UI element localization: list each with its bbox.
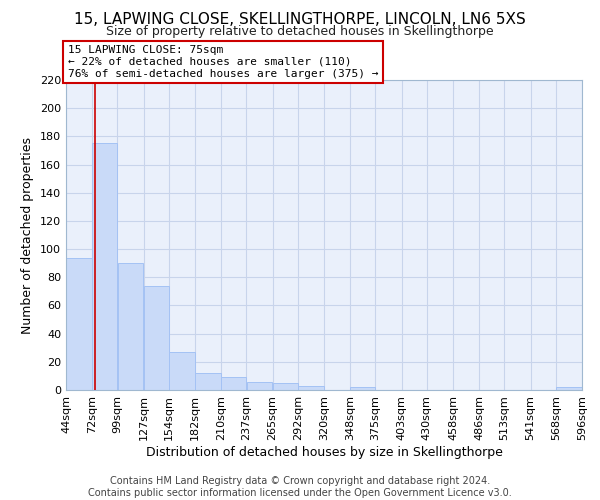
Text: 15, LAPWING CLOSE, SKELLINGTHORPE, LINCOLN, LN6 5XS: 15, LAPWING CLOSE, SKELLINGTHORPE, LINCO… [74, 12, 526, 28]
Bar [92, 144, 117, 390]
Text: 15 LAPWING CLOSE: 75sqm
← 22% of detached houses are smaller (110)
76% of semi-d: 15 LAPWING CLOSE: 75sqm ← 22% of detache… [68, 46, 379, 78]
Bar [144, 286, 169, 390]
Y-axis label: Number of detached properties: Number of detached properties [22, 136, 34, 334]
X-axis label: Distribution of detached houses by size in Skellingthorpe: Distribution of detached houses by size … [146, 446, 502, 458]
Bar [221, 378, 246, 390]
Bar [118, 263, 143, 390]
Text: Contains HM Land Registry data © Crown copyright and database right 2024.
Contai: Contains HM Land Registry data © Crown c… [88, 476, 512, 498]
Bar [298, 386, 324, 390]
Bar [247, 382, 272, 390]
Bar [350, 387, 375, 390]
Bar [556, 387, 582, 390]
Text: Size of property relative to detached houses in Skellingthorpe: Size of property relative to detached ho… [106, 25, 494, 38]
Bar [66, 258, 92, 390]
Bar [169, 352, 195, 390]
Bar [195, 373, 221, 390]
Bar [273, 383, 298, 390]
